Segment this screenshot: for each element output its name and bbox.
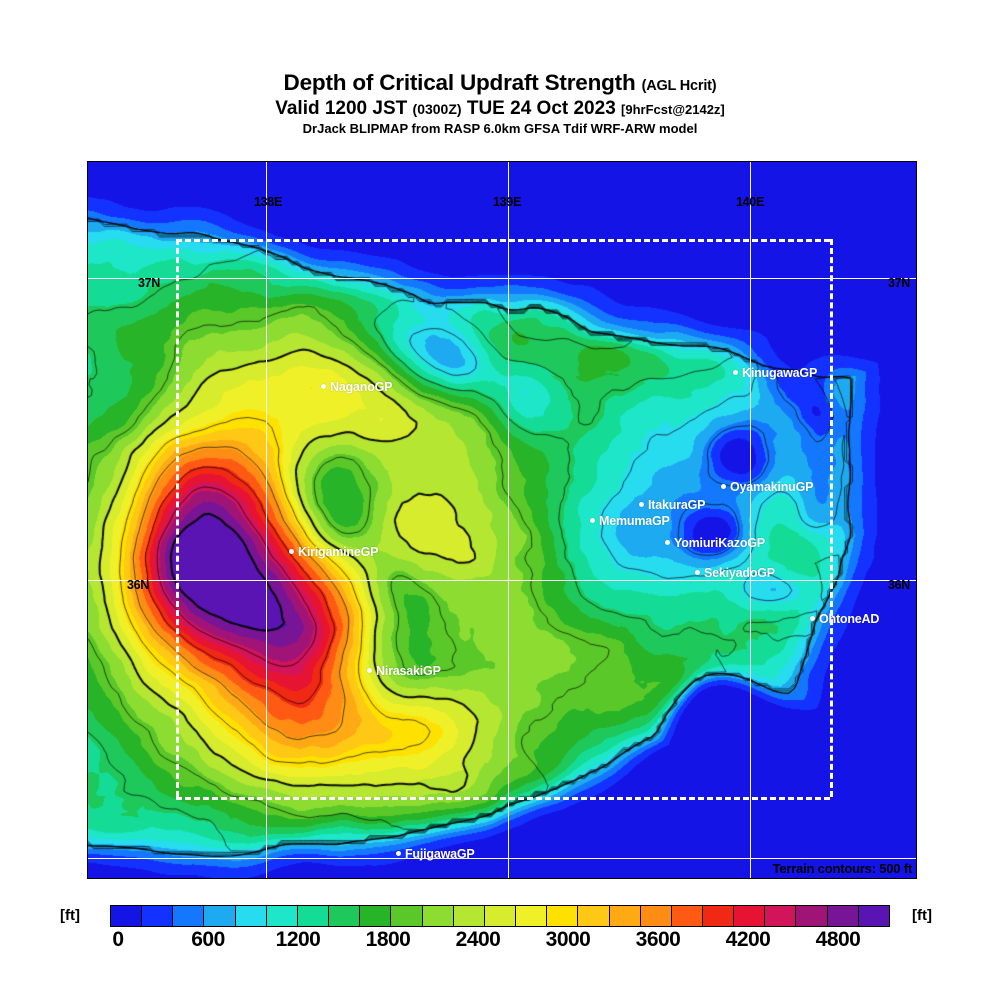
colorbar-swatch <box>173 906 205 926</box>
colorbar-tick-label: 3600 <box>635 928 681 951</box>
colorbar-swatch <box>453 906 485 926</box>
colorbar-swatch <box>671 906 703 926</box>
colorbar-swatch <box>297 906 330 926</box>
colorbar-unit-left: [ft] <box>60 907 80 924</box>
colorbar-swatch <box>329 906 361 926</box>
colorbar-swatch <box>796 906 828 926</box>
colorbar-tick-label: 600 <box>191 928 225 951</box>
colorbar-swatch <box>516 906 548 926</box>
colorbar-swatch <box>827 906 859 926</box>
colorbar-swatch <box>360 906 392 926</box>
updraft-depth-heatmap[interactable] <box>88 162 916 878</box>
colorbar-swatch <box>142 906 174 926</box>
colorbar-swatch <box>734 906 766 926</box>
valid-prefix: Valid 1200 JST <box>275 97 408 119</box>
valid-time-line: Valid 1200 JST (0300Z) TUE 24 Oct 2023 [… <box>0 99 1000 118</box>
colorbar-swatch <box>858 906 889 926</box>
colorbar-swatch <box>578 906 610 926</box>
page-title: Depth of Critical Updraft Strength (AGL … <box>0 70 1000 95</box>
colorbar-unit-right: [ft] <box>912 907 932 924</box>
colorbar-swatch <box>702 906 735 926</box>
colorbar-swatch <box>547 906 579 926</box>
colorbar-swatch <box>204 906 236 926</box>
colorbar-swatch <box>640 906 672 926</box>
terrain-contour-note: Terrain contours: 500 ft <box>772 861 913 876</box>
colorbar-swatch <box>266 906 298 926</box>
colorbar-swatch <box>422 906 454 926</box>
page-title-text: Depth of Critical Updraft Strength <box>283 70 636 95</box>
colorbar-tick-label: 1200 <box>275 928 321 951</box>
colorbar-swatch <box>391 906 423 926</box>
map-frame[interactable]: 138E139E140E37N37N36N36N138E139ENaganoGP… <box>87 161 917 879</box>
valid-utc: (0300Z) <box>412 100 462 117</box>
title-block: Depth of Critical Updraft Strength (AGL … <box>0 70 1000 136</box>
colorbar-tick-label: 4200 <box>725 928 771 951</box>
colorbar-swatch <box>484 906 517 926</box>
forecast-tag: [9hrFcst@2142z] <box>621 101 725 117</box>
colorbar-tick-label: 2400 <box>455 928 501 951</box>
colorbar: [ft] [ft] 0 600 1200 1800 2400 3000 3600 4200 48… <box>0 905 1000 960</box>
colorbar-tick-label: 0 <box>112 928 124 951</box>
colorbar-swatch <box>609 906 641 926</box>
colorbar-tick-label: 1800 <box>365 928 411 951</box>
colorbar-swatch <box>765 906 797 926</box>
colorbar-tick-label: 4800 <box>815 928 861 951</box>
colorbar-swatch <box>111 906 143 926</box>
model-note: DrJack BLIPMAP from RASP 6.0km GFSA Tdif… <box>302 120 698 136</box>
colorbar-strip[interactable] <box>110 905 890 927</box>
colorbar-swatch <box>235 906 267 926</box>
valid-date: TUE 24 Oct 2023 <box>466 97 616 119</box>
colorbar-tick-label: 3000 <box>545 928 591 951</box>
page-title-suffix: (AGL Hcrit) <box>641 78 717 94</box>
